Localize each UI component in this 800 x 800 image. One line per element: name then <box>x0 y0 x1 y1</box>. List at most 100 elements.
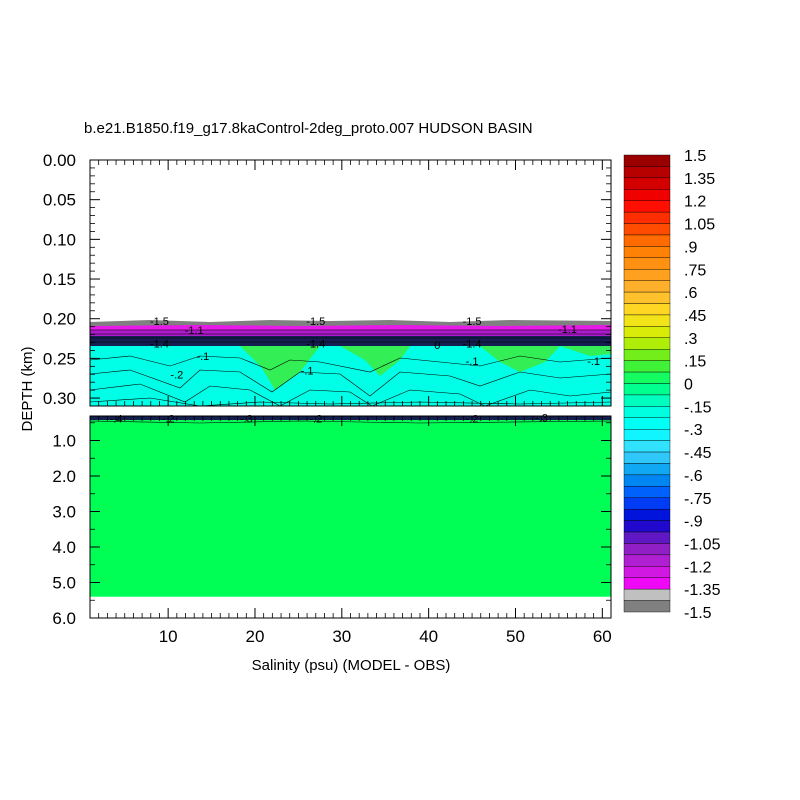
contour-label: -.1 <box>587 356 600 368</box>
colorbar-swatch <box>623 406 671 418</box>
contour-label: -1.5 <box>463 316 482 328</box>
colorbar-swatch <box>623 200 671 213</box>
y-tick-label-lower: 5.0 <box>52 573 76 592</box>
contour-label: 0 <box>434 340 440 352</box>
colorbar-label: -.3 <box>684 422 703 439</box>
colorbar-swatch <box>623 600 671 613</box>
colorbar-swatch <box>623 451 671 464</box>
x-tick-label: 60 <box>593 627 612 646</box>
colorbar-label: 0 <box>684 377 693 394</box>
lower-panel-contours <box>90 416 611 597</box>
x-axis-label: Salinity (psu) (MODEL - OBS) <box>252 657 451 674</box>
lower-panel-field <box>90 416 611 597</box>
colorbar-label: 1.5 <box>684 148 706 165</box>
y-tick-label-upper: 0.15 <box>43 270 76 289</box>
colorbar-swatch <box>623 463 671 476</box>
chart-title: b.e21.B1850.f19_g17.8kaControl-2deg_prot… <box>84 120 533 137</box>
colorbar-swatch <box>623 189 671 201</box>
contour-label: -1.1 <box>558 324 577 336</box>
contour-label: -.3 <box>240 413 253 425</box>
colorbar-swatch <box>623 383 671 396</box>
colorbar-swatch <box>623 326 671 339</box>
colorbar-label: .75 <box>684 262 706 279</box>
colorbar-swatch <box>623 566 671 578</box>
contour-labels: -1.5 -1.5 -1.5 -1.1 -1.1 -1.4 -1.4 -1.4 0 -.1 -.1 -… <box>110 316 600 425</box>
colorbar-swatch <box>623 269 671 281</box>
y-tick-label-lower: 2.0 <box>52 467 76 486</box>
colorbar-swatch <box>623 257 671 270</box>
contour-label: -.2 <box>309 413 322 425</box>
colorbar-swatch <box>623 291 671 304</box>
colorbar-swatch <box>623 211 671 224</box>
y-tick-label-upper: 0.30 <box>43 389 76 408</box>
colorbar-label: .15 <box>684 354 706 371</box>
y-axis-label: DEPTH (km) <box>19 347 36 432</box>
contour-label: -1.4 <box>463 338 482 350</box>
contour-label: -1.5 <box>306 316 325 328</box>
contour-label: -.1 <box>196 351 209 363</box>
colorbar-swatch <box>623 303 671 316</box>
colorbar-swatch <box>623 371 671 384</box>
colorbar-label: 1.05 <box>684 217 715 234</box>
colorbar-label: .9 <box>684 239 697 256</box>
colorbar-label: .6 <box>684 285 697 302</box>
colorbar-swatch <box>623 531 671 544</box>
x-tick-label: 20 <box>246 627 265 646</box>
colorbar-swatch <box>623 417 671 430</box>
colorbar-swatch <box>623 394 671 407</box>
y-tick-label-lower: 4.0 <box>52 538 76 557</box>
colorbar-label: .45 <box>684 308 706 325</box>
colorbar-swatch <box>623 497 671 510</box>
colorbar-swatch <box>623 177 671 190</box>
contour-label: -1.4 <box>150 338 169 350</box>
colorbar-swatch <box>623 337 671 350</box>
colorbar-label: 1.35 <box>684 171 715 188</box>
colorbar-label: 1.2 <box>684 194 706 211</box>
contour-label: -.2 <box>170 369 183 381</box>
colorbar-swatch <box>623 543 671 556</box>
colorbar-swatch <box>623 280 671 293</box>
x-tick-label: 40 <box>419 627 438 646</box>
colorbar-swatch <box>623 508 671 521</box>
colorbar-label: -1.35 <box>684 582 721 599</box>
colorbar-swatch <box>623 223 671 236</box>
axis-ticks: 10 20 30 40 50 60 0.00 0.05 0.10 0.15 0.20 0.25 0.30… <box>43 151 612 646</box>
y-tick-label-upper: 0.05 <box>43 191 76 210</box>
colorbar-swatch <box>623 554 671 567</box>
colorbar-swatch <box>623 588 671 601</box>
colorbar-swatch <box>623 577 671 590</box>
contour-label: -.3 <box>535 412 548 424</box>
y-tick-label-upper: 0.25 <box>43 349 76 368</box>
colorbar-swatch <box>623 234 671 247</box>
colorbar-label: -.45 <box>684 445 712 462</box>
contour-label: -1.1 <box>185 325 204 337</box>
colorbar-label: -.15 <box>684 399 712 416</box>
colorbar-swatch <box>623 440 671 453</box>
colorbar-swatch <box>623 154 671 167</box>
contour-label: -.2 <box>162 413 175 425</box>
y-tick-label-upper: 0.10 <box>43 230 76 249</box>
y-tick-label-upper: 0.20 <box>43 310 76 329</box>
colorbar-label: -.75 <box>684 491 712 508</box>
y-tick-label-upper: 0.00 <box>43 151 76 170</box>
colorbar-swatch <box>623 486 671 498</box>
contour-label: -.1 <box>301 365 314 377</box>
colorbar-label: .3 <box>684 331 697 348</box>
x-tick-label: 50 <box>506 627 525 646</box>
colorbar-label: -1.5 <box>684 605 712 622</box>
contour-label: -.2 <box>466 413 479 425</box>
colorbar-swatch <box>623 314 671 327</box>
colorbar-label: -1.2 <box>684 559 712 576</box>
colorbar-label: -1.05 <box>684 536 721 553</box>
colorbar-swatch <box>623 429 671 441</box>
contour-label: -.1 <box>466 356 479 368</box>
colorbar-swatch <box>623 474 671 487</box>
colorbar-swatch <box>623 166 671 179</box>
upper-panel-contours <box>90 320 611 406</box>
y-tick-label-lower: 3.0 <box>52 502 76 521</box>
contour-label: -.4 <box>110 413 123 425</box>
contour-label: -1.4 <box>306 338 325 350</box>
colorbar: 1.5 1.35 1.2 1.05 .9 .75 .6 .45 .3 .15 0 -.15 -.3 -.4… <box>623 148 721 622</box>
colorbar-label: -.6 <box>684 468 703 485</box>
